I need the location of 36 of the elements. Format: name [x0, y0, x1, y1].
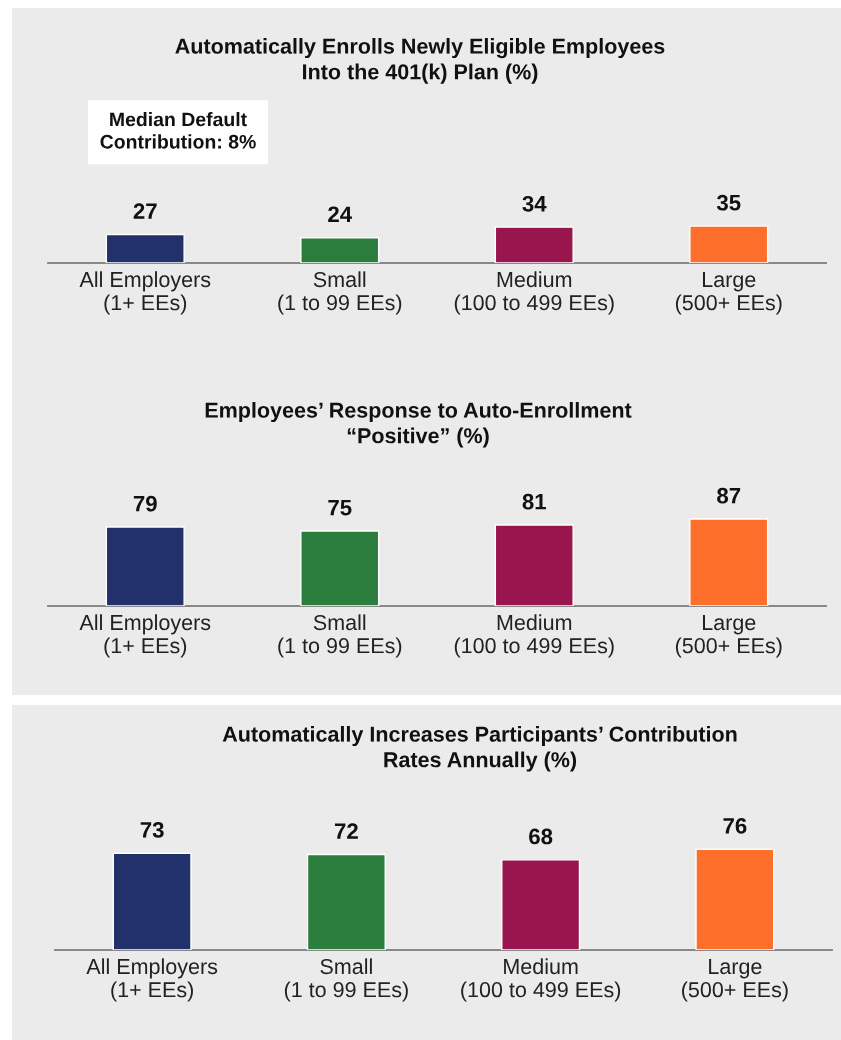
data-label: 35 — [716, 194, 741, 211]
chart-title: Automatically Enrolls Newly Eligible Employees Into the 401(k) Plan (%) — [175, 38, 665, 84]
data-label: 75 — [328, 500, 352, 516]
x-tick-label: All Employers (1+ EEs) — [79, 614, 211, 658]
bar — [300, 236, 380, 263]
x-tick-label: Small (1 to 99 EEs) — [278, 614, 402, 658]
x-tick-label: Large (500+ EEs) — [675, 272, 782, 315]
x-tick-label: All Employers (1+ EEs) — [86, 958, 218, 1002]
data-label: 73 — [140, 821, 164, 838]
bar — [105, 526, 185, 606]
bar — [689, 518, 769, 606]
chart-title: Automatically Increases Participants’ Contribution Rates Annually (%) — [222, 726, 737, 772]
data-label: 76 — [723, 818, 747, 834]
data-label: 34 — [522, 195, 547, 212]
x-tick-label: Medium (100 to 499 EEs) — [454, 271, 614, 315]
data-label: 87 — [717, 487, 741, 504]
chart-title: Employees’ Response to Auto-Enrollment “Positive” (%) — [205, 402, 632, 448]
bar — [689, 225, 769, 263]
data-label: 27 — [133, 203, 157, 219]
x-tick-label: Medium (100 to 499 EEs) — [461, 958, 621, 1002]
bar — [494, 524, 574, 606]
text: Median Default Contribution: 8% — [100, 112, 256, 149]
x-tick-label: Small (1 to 99 EEs) — [278, 271, 402, 315]
bar — [105, 233, 185, 263]
data-label: 81 — [522, 493, 546, 510]
x-tick-label: Large (500+ EEs) — [682, 959, 788, 1002]
x-tick-label: Small (1 to 99 EEs) — [284, 958, 408, 1002]
data-label: 24 — [328, 206, 352, 222]
data-label: 72 — [334, 823, 358, 839]
data-label: 68 — [529, 828, 553, 845]
bar — [300, 530, 380, 606]
x-tick-label: Medium (100 to 499 EEs) — [454, 614, 614, 658]
x-tick-label: Large (500+ EEs) — [675, 615, 782, 658]
bar — [494, 226, 574, 263]
data-label: 79 — [133, 495, 157, 512]
x-tick-label: All Employers (1+ EEs) — [79, 271, 211, 315]
